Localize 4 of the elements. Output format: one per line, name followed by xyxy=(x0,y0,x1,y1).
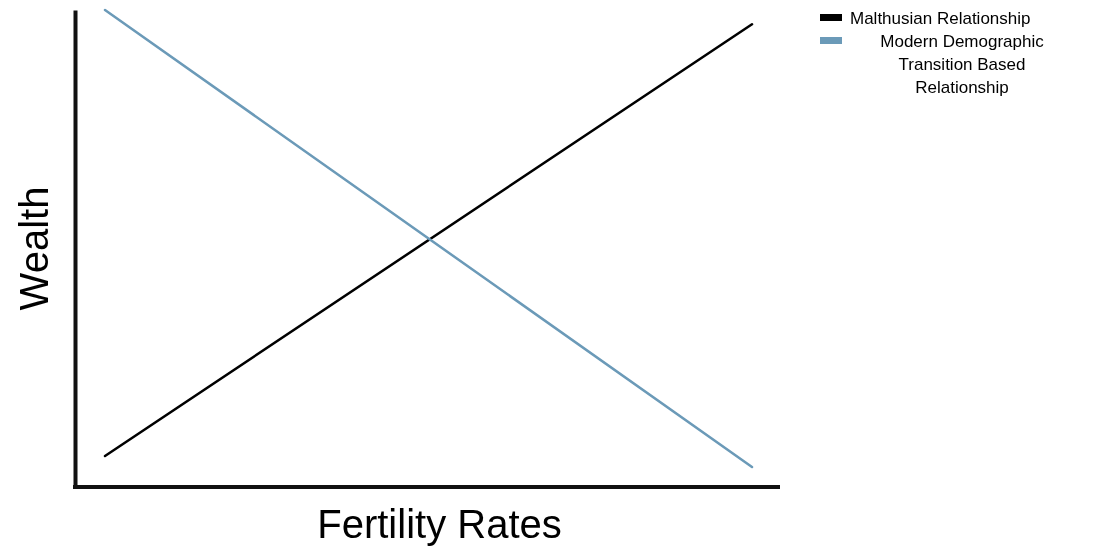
legend-label: Modern Demographic Transition Based Relationship xyxy=(880,32,1045,97)
legend-label: Malthusian Relationship xyxy=(850,9,1031,28)
y-axis-title: Wealth xyxy=(12,186,56,311)
x-axis-title: Fertility Rates xyxy=(317,502,562,546)
